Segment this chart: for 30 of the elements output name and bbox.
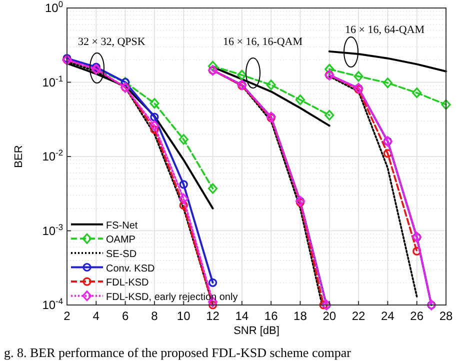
annotation: 16 × 16, 16-QAM (223, 36, 303, 48)
x-tick-label: 12 (206, 309, 220, 323)
legend-label: OAMP (106, 234, 136, 246)
x-tick-label: 6 (122, 309, 129, 323)
legend-label: FDL-KSD (106, 278, 149, 289)
legend-label: Conv. KSD (106, 263, 155, 274)
annotation: 16 × 16, 64-QAM (345, 24, 425, 36)
x-tick-label: 18 (294, 309, 308, 323)
y-tick-label: 10$^{-1}$ (42, 73, 64, 90)
y-tick-label: 10$^{-2}$ (42, 148, 64, 164)
y-tick-label: 10$^{-4}$ (42, 296, 64, 312)
y-axis-title: BER (13, 145, 25, 168)
x-tick-label: 4 (92, 309, 100, 323)
x-axis-title: SNR [dB] (234, 325, 280, 337)
x-tick-label: 22 (352, 309, 366, 323)
text: g. 8. BER performance of the proposed FDL-KSD scheme compar (4, 345, 352, 360)
legend-label: FS-Net (106, 220, 138, 232)
x-tick-label: 2 (64, 309, 71, 323)
x-tick-label: 26 (410, 309, 424, 323)
y-tick-label: 10$^{-3}$ (42, 222, 64, 238)
x-tick-label: 16 (264, 309, 278, 323)
x-tick-label: 24 (381, 309, 395, 323)
x-tick-label: 28 (439, 309, 453, 323)
x-tick-label: 14 (235, 309, 249, 323)
y-tick-label: 10$^{0}$ (44, 0, 64, 15)
x-tick-label: 8 (151, 309, 158, 323)
legend-label: SE-SD (106, 248, 137, 260)
x-tick-label: 10 (176, 309, 191, 323)
annotation: 32 × 32, QPSK (78, 36, 146, 48)
x-tick-label: 20 (322, 309, 336, 323)
